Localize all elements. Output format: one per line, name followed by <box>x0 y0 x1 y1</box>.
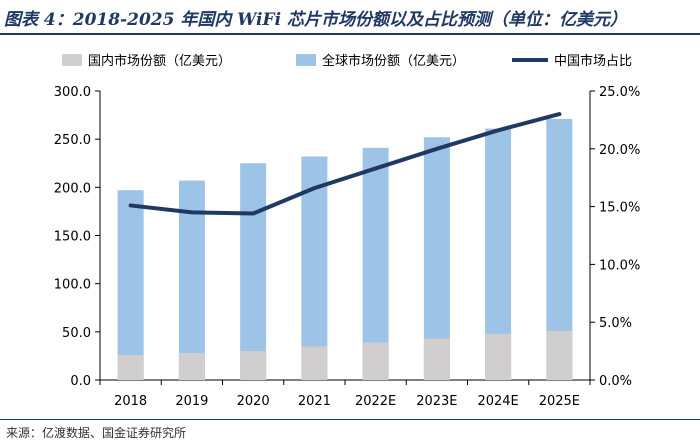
bar-global <box>117 190 144 380</box>
chart-title: 图表 4：2018-2025 年国内 WiFi 芯片市场份额以及占比预测（单位：… <box>4 10 627 30</box>
x-axis-label: 2020 <box>237 394 270 409</box>
legend-label-share: 中国市场占比 <box>554 53 632 69</box>
left-axis-tick-label: 0.0 <box>70 374 91 389</box>
x-axis-label: 2024E <box>477 394 518 409</box>
bar-domestic <box>362 342 389 380</box>
x-axis-label: 2021 <box>298 394 331 409</box>
right-axis-tick-label: 5.0% <box>599 316 632 331</box>
bar-domestic <box>301 346 328 380</box>
x-axis-label: 2025E <box>539 394 580 409</box>
left-axis-tick-label: 300.0 <box>54 85 91 100</box>
bar-domestic <box>546 330 573 380</box>
x-axis-label: 2023E <box>416 394 457 409</box>
legend-label-global: 全球市场份额（亿美元） <box>322 53 465 69</box>
legend-swatch-global <box>296 54 316 66</box>
axes: 0.0 50.0 100.0 150.0 200.0 250.0 300.0 0.0% 5.0%… <box>54 85 641 409</box>
x-axis-label: 2022E <box>355 394 396 409</box>
legend: 国内市场份额（亿美元） 全球市场份额（亿美元） 中国市场占比 <box>62 53 632 69</box>
share-line <box>128 112 562 216</box>
right-axis-tick-label: 0.0% <box>599 374 632 389</box>
left-axis-tick-label: 100.0 <box>54 278 91 293</box>
bar-domestic <box>117 354 144 380</box>
left-axis-tick-label: 150.0 <box>54 230 91 245</box>
share-line-group <box>128 112 562 216</box>
bar-global <box>362 147 389 380</box>
footer-divider <box>0 419 700 420</box>
legend-label-domestic: 国内市场份额（亿美元） <box>88 53 231 69</box>
x-axis-label: 2018 <box>114 394 147 409</box>
title-row: 图表 4：2018-2025 年国内 WiFi 芯片市场份额以及占比预测（单位：… <box>0 0 700 35</box>
legend-swatch-domestic <box>62 54 82 66</box>
right-axis-tick-label: 15.0% <box>599 201 640 216</box>
left-axis-tick-label: 200.0 <box>54 181 91 196</box>
left-axis-tick-label: 250.0 <box>54 133 91 148</box>
left-axis-tick-label: 50.0 <box>62 326 91 341</box>
bar-domestic <box>423 338 450 380</box>
domestic-bars <box>117 330 573 380</box>
right-axis-tick-label: 10.0% <box>599 258 640 273</box>
right-axis-tick-label: 25.0% <box>599 85 640 100</box>
source-note: 来源：亿渡数据、国金证券研究所 <box>6 426 187 440</box>
x-axis-label: 2019 <box>175 394 208 409</box>
bar-domestic <box>485 333 512 380</box>
title-divider <box>0 33 700 35</box>
bar-domestic <box>178 353 205 380</box>
bar-global <box>240 163 267 380</box>
right-axis-tick-label: 20.0% <box>599 143 640 158</box>
bar-domestic <box>240 351 267 380</box>
